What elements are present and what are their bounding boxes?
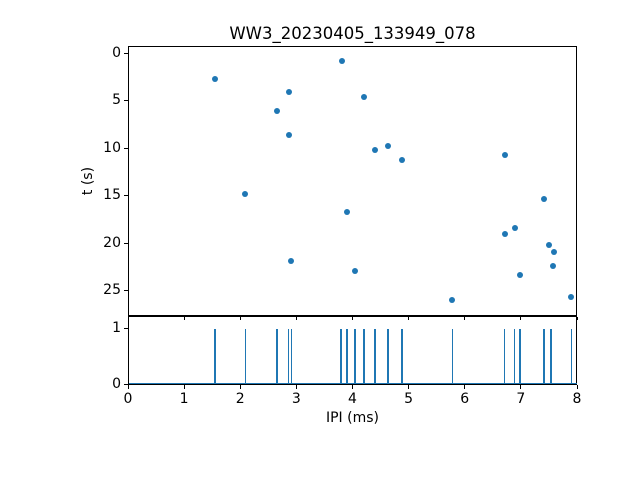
scatter-point <box>285 131 292 138</box>
scatter-point <box>501 151 508 158</box>
y-tick-mark <box>124 100 128 102</box>
x-tick-label: 2 <box>235 391 245 407</box>
event-line <box>353 328 356 384</box>
x-tick-mark <box>576 385 578 389</box>
x-tick-mark <box>239 385 241 389</box>
event-line <box>387 328 389 384</box>
scatter-point <box>361 93 368 100</box>
scatter-point <box>449 297 456 304</box>
x-tick-mark <box>295 385 297 389</box>
scatter-point <box>516 271 523 278</box>
shared-x-tick-mark <box>295 317 297 320</box>
y-tick-mark <box>124 384 128 385</box>
scatter-point <box>549 263 556 270</box>
event-line <box>244 328 247 384</box>
x-tick-mark <box>127 385 129 389</box>
event-baseline <box>128 382 577 385</box>
x-tick-label: 4 <box>348 391 357 407</box>
y-tick-mark <box>124 52 128 54</box>
scatter-point <box>285 89 292 96</box>
y-tick-label: 25 <box>103 282 121 299</box>
shared-x-tick-mark <box>576 317 578 320</box>
x-tick-label: 1 <box>179 391 189 407</box>
event-line <box>570 328 573 384</box>
scatter-point <box>288 258 295 265</box>
shared-x-tick-mark <box>520 317 522 320</box>
y-tick-label: 5 <box>112 92 121 109</box>
plot-title: WW3_20230405_133949_078 <box>229 24 476 43</box>
x-tick-label: 8 <box>572 391 582 407</box>
event-line <box>290 328 293 384</box>
scatter-point <box>545 242 552 249</box>
y-tick-label: 0 <box>112 44 121 61</box>
x-tick-label: 7 <box>516 391 526 407</box>
scatter-point <box>398 156 405 163</box>
scatter-point <box>540 195 547 202</box>
scatter-axes <box>128 46 577 316</box>
x-tick-mark <box>520 385 522 389</box>
event-line <box>503 328 506 384</box>
scatter-point <box>343 208 350 215</box>
event-line <box>287 328 290 384</box>
x-tick-mark <box>183 385 185 389</box>
scatter-point <box>339 58 346 65</box>
event-line <box>543 328 545 384</box>
event-line <box>340 328 343 384</box>
scatter-point <box>371 147 378 154</box>
shared-x-tick-mark <box>352 317 353 320</box>
x-tick-label: 5 <box>404 391 414 407</box>
event-line <box>550 328 552 384</box>
x-tick-mark <box>352 385 353 389</box>
shared-x-tick-mark <box>464 317 466 320</box>
event-line <box>451 328 454 384</box>
scatter-point <box>511 225 518 232</box>
scatter-point <box>568 293 575 300</box>
x-tick-label: 0 <box>123 391 133 407</box>
event-line <box>363 328 366 384</box>
scatter-point <box>351 267 358 274</box>
scatter-point <box>550 248 557 255</box>
event-line <box>346 328 348 384</box>
shared-x-tick-mark <box>183 317 185 320</box>
x-tick-label: 6 <box>460 391 470 407</box>
event-line <box>374 328 376 384</box>
event-line <box>518 328 521 384</box>
event-axes <box>128 316 577 385</box>
scatter-point <box>211 75 218 82</box>
y-tick-label: 20 <box>103 234 121 251</box>
event-line <box>513 328 516 384</box>
scatter-point <box>384 143 391 150</box>
scatter-point <box>273 108 280 115</box>
shared-x-tick-mark <box>408 317 410 320</box>
scatter-point <box>242 190 249 197</box>
event-line <box>214 328 216 384</box>
y-tick-mark <box>124 242 128 244</box>
y-tick-mark <box>124 328 128 330</box>
y-tick-mark <box>124 147 128 149</box>
event-line <box>401 328 403 384</box>
y-tick-mark <box>124 195 128 197</box>
y-tick-label: 1 <box>112 320 121 337</box>
x-tick-mark <box>408 385 410 389</box>
scatter-point <box>501 230 508 237</box>
x-tick-label: 3 <box>291 391 301 407</box>
shared-x-tick-mark <box>127 317 129 320</box>
y-tick-label: 10 <box>103 139 121 156</box>
y-tick-mark <box>124 290 128 292</box>
y-tick-label: 0 <box>112 376 121 392</box>
y-tick-label: 15 <box>103 187 121 204</box>
event-line <box>275 328 278 384</box>
x-tick-mark <box>464 385 466 389</box>
shared-x-tick-mark <box>239 317 241 320</box>
x-axis-label: IPI (ms) <box>325 410 379 426</box>
